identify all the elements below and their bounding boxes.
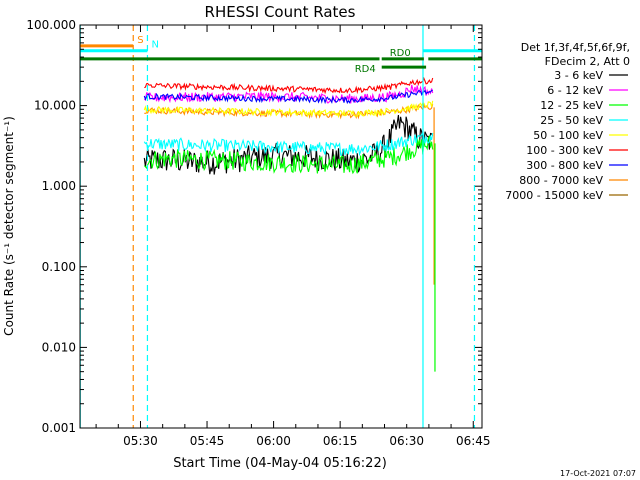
legend-label: 6 - 12 keV — [547, 84, 603, 97]
y-tick-label: 0.100 — [42, 260, 76, 274]
legend-label: 300 - 800 keV — [526, 159, 603, 172]
legend-label: 3 - 6 keV — [554, 69, 603, 82]
x-tick-label: 06:30 — [389, 434, 424, 448]
flag-label: RD0 — [390, 48, 411, 59]
chart-title: RHESSI Count Rates — [205, 3, 356, 21]
y-tick-label: 0.001 — [42, 421, 76, 435]
flag-label: RD4 — [355, 64, 376, 75]
x-tick-label: 05:45 — [190, 434, 225, 448]
legend-label: 50 - 100 keV — [533, 129, 603, 142]
y-axis-label: Count Rate (s⁻¹ detector segment⁻¹) — [2, 116, 16, 336]
x-tick-label: 06:15 — [323, 434, 358, 448]
legend-label: 800 - 7000 keV — [519, 174, 603, 187]
legend-label: 25 - 50 keV — [540, 114, 603, 127]
series-line — [143, 89, 433, 105]
x-axis-label: Start Time (04-May-04 05:16:22) — [173, 456, 387, 471]
y-tick-label: 0.010 — [42, 340, 76, 354]
legend-header: FDecim 2, Att 0 — [545, 55, 630, 68]
series-line — [144, 76, 434, 95]
series-line — [143, 131, 434, 157]
y-tick-label: 10.000 — [34, 99, 76, 113]
legend-label: 7000 - 15000 keV — [505, 189, 603, 202]
legend-label: 12 - 25 keV — [540, 99, 603, 112]
x-tick-label: 05:30 — [123, 434, 158, 448]
y-tick-label: 100.000 — [26, 18, 76, 32]
x-tick-label: 06:45 — [456, 434, 491, 448]
flag-label: S — [137, 35, 143, 46]
plot-frame — [79, 24, 483, 429]
series-line — [143, 134, 434, 175]
legend: Det 1f,3f,4f,5f,6f,9f,FDecim 2, Att 03 -… — [505, 41, 630, 202]
x-tick-label: 06:00 — [256, 434, 291, 448]
legend-header: Det 1f,3f,4f,5f,6f,9f, — [521, 41, 630, 54]
flag-label: N — [151, 40, 158, 51]
series-line — [143, 100, 434, 119]
timestamp: 17-Oct-2021 07:07 — [560, 469, 636, 478]
legend-label: 100 - 300 keV — [526, 144, 603, 157]
axes: 100.000 10.000 1.000 0.100 0.010 0.001 05:30 05… — [26, 18, 490, 448]
y-tick-label: 1.000 — [42, 179, 76, 193]
